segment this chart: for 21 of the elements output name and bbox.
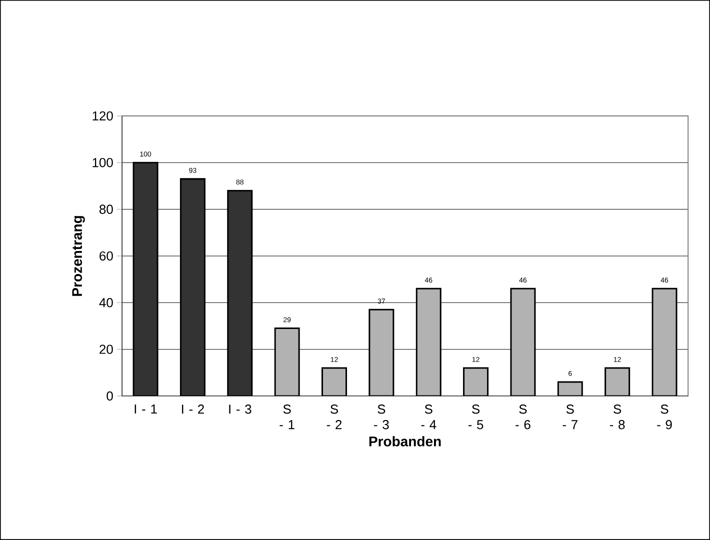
x-tick-label: S - 4 (421, 404, 436, 430)
x-tick-label: S - 2 (326, 404, 342, 430)
y-tick-label: 60 (100, 251, 113, 261)
x-tick-label: S - 1 (280, 404, 294, 430)
x-tick-label: S - 7 (562, 404, 578, 430)
y-axis-title: Prozentrang (72, 216, 85, 296)
x-tick-label: S - 8 (610, 404, 625, 430)
y-tick-label: 40 (99, 298, 113, 308)
y-tick-label: 0 (106, 391, 113, 401)
x-axis-title: Probanden (369, 436, 441, 446)
x-tick-label: I - 1 (134, 404, 157, 414)
y-tick-label: 100 (92, 158, 113, 168)
y-tick-label: 80 (100, 204, 113, 214)
x-tick-label: I - 2 (182, 404, 204, 414)
x-tick-label: I - 3 (229, 404, 252, 414)
x-tick-label: S - 6 (516, 404, 530, 430)
x-tick-label: S - 3 (374, 404, 389, 430)
y-tick-label: 20 (100, 344, 113, 354)
x-tick-label: S - 9 (657, 404, 672, 430)
y-tick-label: 120 (92, 111, 113, 121)
x-tick-label: S - 5 (468, 404, 484, 430)
